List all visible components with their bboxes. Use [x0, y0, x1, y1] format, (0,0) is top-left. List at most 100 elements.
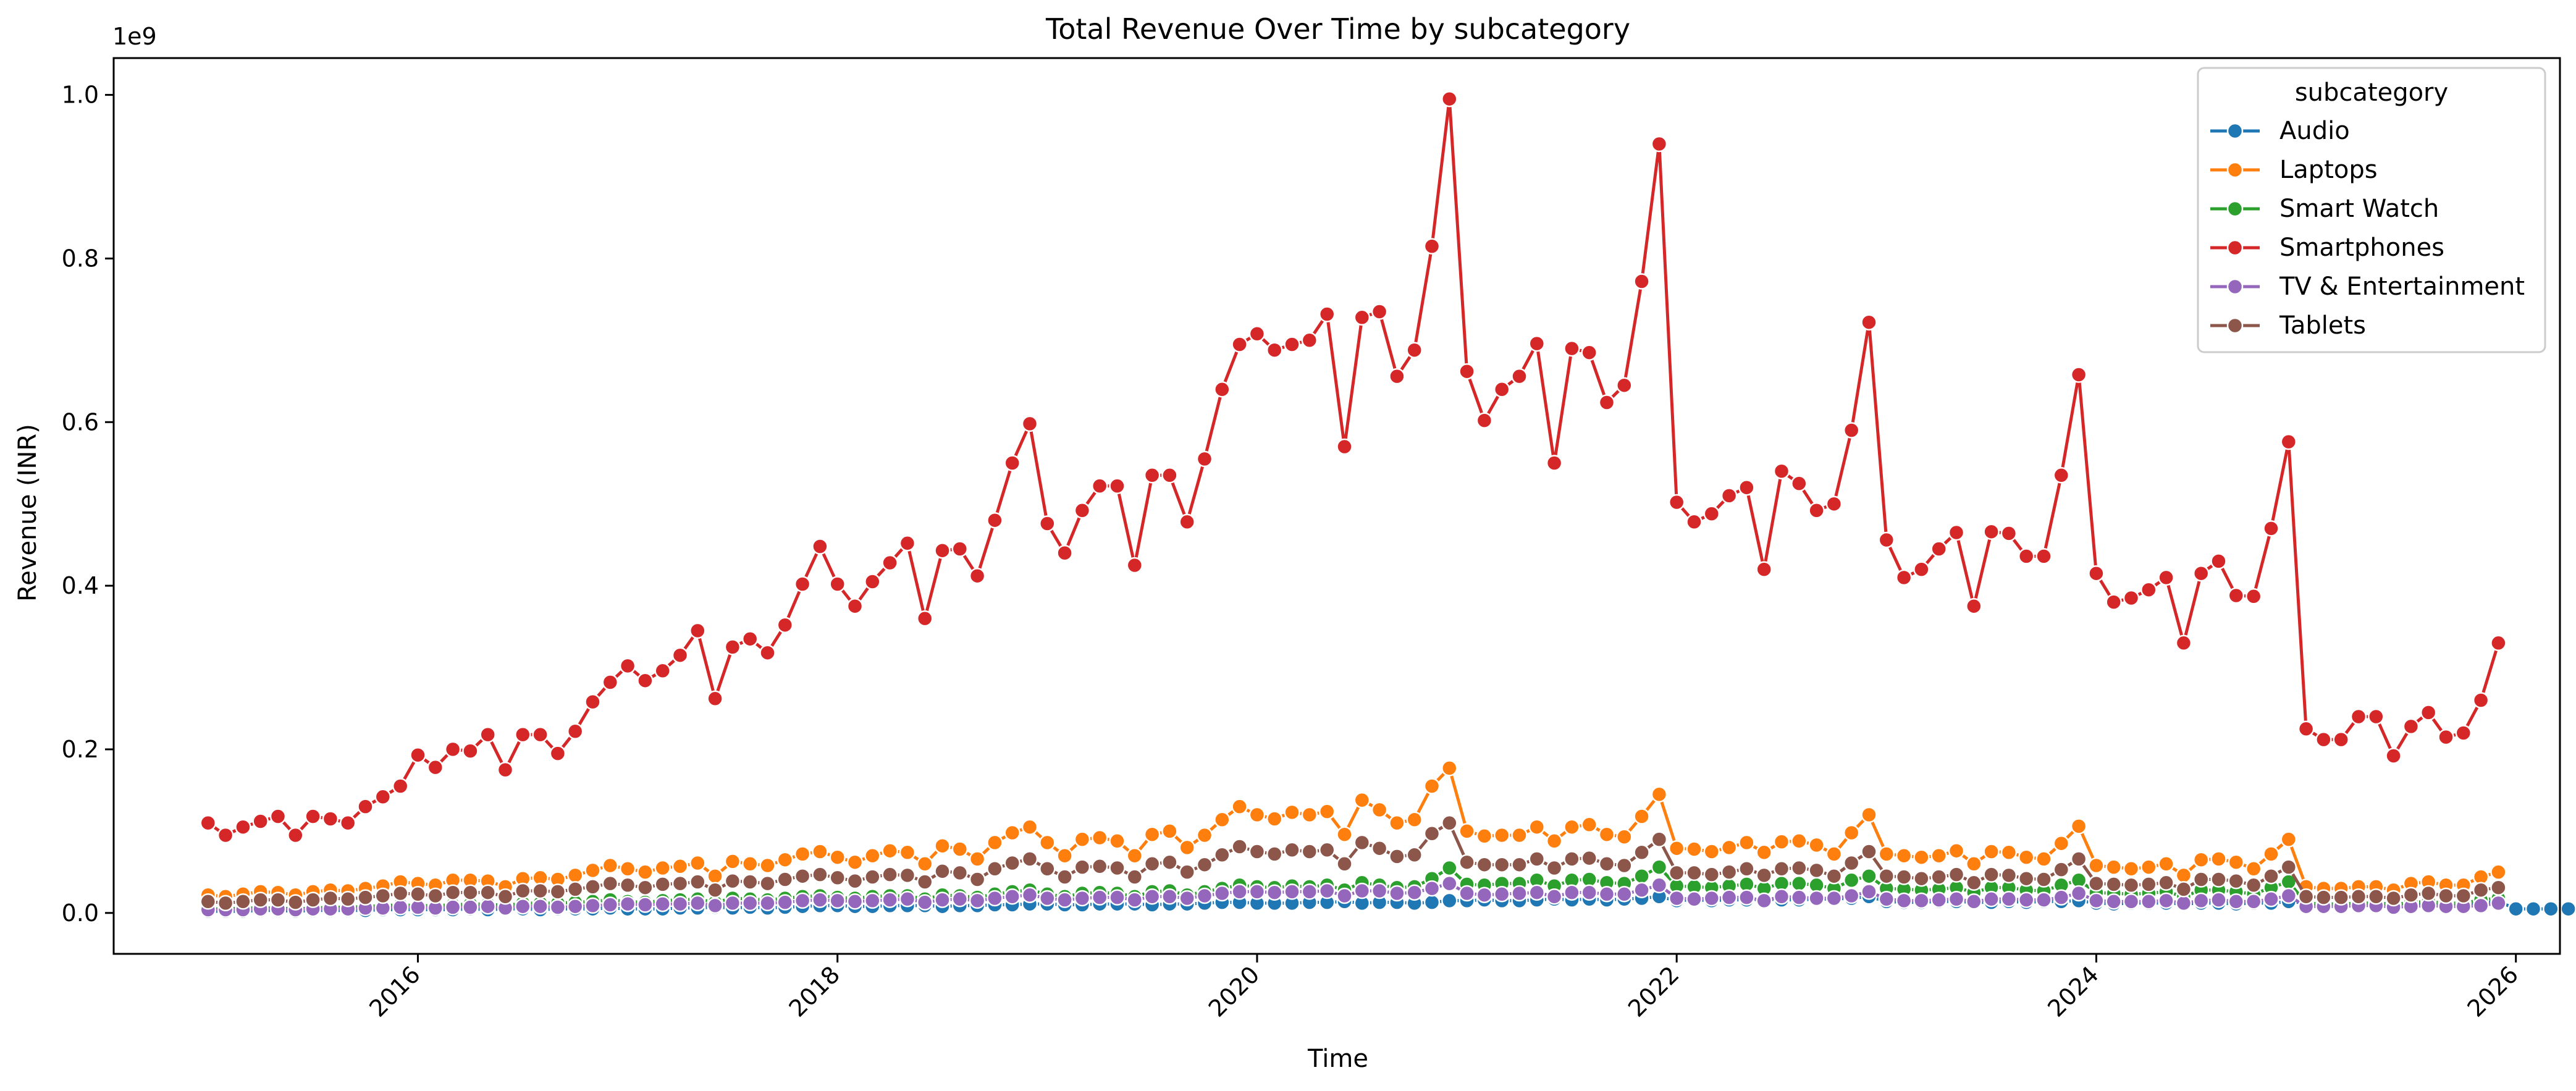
data-point [1686, 891, 1703, 908]
data-point [2228, 893, 2245, 910]
data-point [619, 877, 636, 894]
data-point [1423, 894, 1441, 911]
data-point [1179, 864, 1195, 880]
data-point [794, 576, 811, 592]
data-point [899, 891, 916, 908]
data-point [1581, 816, 1597, 833]
data-point [2175, 881, 2192, 898]
data-point [357, 798, 374, 815]
data-point [1441, 90, 1458, 107]
data-point [462, 884, 479, 901]
data-point [427, 759, 444, 776]
y-tick-label: 0.0 [62, 899, 99, 927]
data-point [1720, 839, 1738, 856]
data-point [1423, 825, 1441, 842]
data-point [462, 899, 479, 916]
data-point [916, 874, 933, 890]
data-point [1948, 891, 1965, 908]
data-point [2123, 861, 2140, 877]
data-point [1564, 819, 1580, 835]
data-point [1878, 867, 1895, 885]
data-point [654, 895, 671, 912]
data-point [2333, 731, 2349, 748]
data-point [2455, 887, 2472, 904]
data-point [2490, 634, 2507, 652]
data-point [882, 842, 898, 859]
data-point [1423, 778, 1441, 794]
data-point [1214, 885, 1231, 902]
data-point [497, 888, 514, 905]
data-point [479, 726, 496, 743]
data-point [2210, 871, 2227, 888]
data-point [1843, 887, 1860, 904]
data-point [602, 674, 619, 691]
data-point [1948, 524, 1965, 541]
data-point [1651, 859, 1668, 875]
data-point [2245, 588, 2262, 605]
data-point [1179, 839, 1195, 856]
data-point [2438, 728, 2454, 746]
data-point [2280, 433, 2297, 450]
data-point [305, 891, 321, 908]
legend-label-0: Audio [2279, 117, 2350, 145]
data-point [759, 644, 776, 661]
data-point [2070, 851, 2087, 867]
data-point [1808, 862, 1825, 879]
data-point [1948, 866, 1965, 883]
data-point [689, 874, 706, 890]
legend-label-2: Smart Watch [2279, 195, 2439, 223]
data-point [2018, 548, 2035, 565]
data-point [1843, 824, 1860, 841]
data-point [1791, 889, 1808, 906]
data-point [1930, 869, 1947, 885]
data-point [1109, 478, 1126, 494]
data-point [707, 867, 723, 885]
data-point [1878, 846, 1895, 862]
data-point [1913, 561, 1930, 578]
data-point [2315, 889, 2332, 906]
data-point [707, 690, 723, 707]
data-point [2472, 882, 2490, 898]
data-point [794, 867, 811, 885]
data-point [549, 883, 566, 900]
data-point [1983, 523, 2000, 540]
data-point [374, 788, 392, 806]
legend: subcategory Audio Laptops Smart Watch Smart… [2197, 67, 2546, 353]
data-point [707, 882, 723, 898]
data-point [689, 854, 706, 872]
data-point [2105, 859, 2122, 875]
data-point [1301, 883, 1318, 900]
data-point [864, 847, 881, 864]
data-point [1895, 892, 1913, 909]
data-point [1091, 858, 1108, 875]
data-point [1004, 824, 1021, 841]
data-point [2175, 634, 2192, 652]
data-point [1791, 875, 1808, 892]
data-point [1930, 891, 1947, 908]
data-point [584, 862, 601, 879]
data-point [2560, 900, 2576, 917]
data-point [1161, 888, 1178, 905]
data-point [1231, 838, 1248, 855]
data-point [602, 875, 619, 892]
data-point [1458, 363, 1475, 380]
data-point [427, 887, 444, 904]
data-point [1703, 843, 1720, 860]
data-point [2140, 859, 2157, 875]
data-point [1756, 844, 1772, 861]
data-point [1598, 394, 1615, 411]
data-point [1458, 854, 1475, 870]
data-point [1406, 811, 1423, 828]
data-point [1564, 340, 1580, 357]
data-point [462, 743, 479, 759]
data-point [759, 857, 776, 874]
data-point [794, 892, 811, 909]
data-point [1214, 381, 1231, 398]
data-point [2263, 520, 2279, 537]
data-point [1476, 412, 1493, 429]
data-point [987, 512, 1003, 529]
data-point [532, 882, 549, 899]
data-point [1353, 309, 1371, 326]
data-point [1651, 135, 1668, 153]
data-point [707, 897, 723, 914]
